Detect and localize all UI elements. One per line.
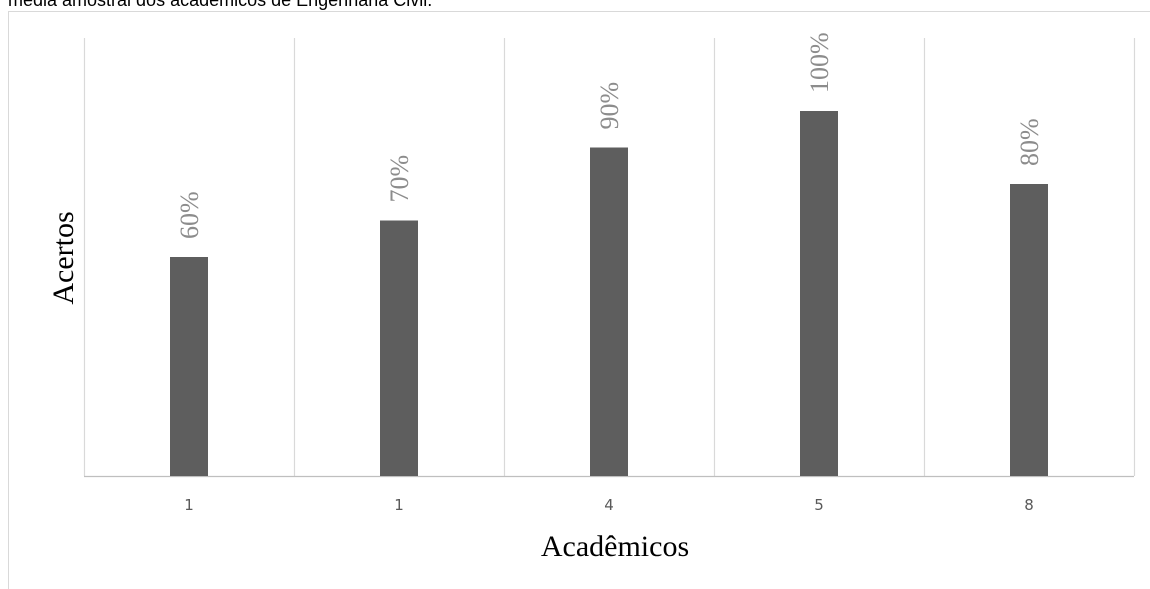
x-tick-label: 1 bbox=[184, 496, 194, 514]
data-label: 80% bbox=[1015, 118, 1044, 166]
x-tick-label: 4 bbox=[604, 496, 614, 514]
bar bbox=[380, 220, 418, 476]
x-tick-label: 5 bbox=[814, 496, 824, 514]
data-label: 60% bbox=[175, 191, 204, 239]
x-axis-title: Acadêmicos bbox=[541, 530, 689, 563]
x-tick-label: 8 bbox=[1024, 496, 1034, 514]
bar bbox=[1010, 184, 1048, 476]
data-label: 70% bbox=[385, 155, 414, 203]
figure-frame-top bbox=[8, 11, 1150, 12]
data-label: 100% bbox=[805, 32, 834, 93]
data-label: 90% bbox=[595, 82, 624, 130]
y-axis-title: Acertos bbox=[47, 211, 80, 304]
bar bbox=[590, 147, 628, 476]
figure-frame-left bbox=[8, 11, 9, 589]
bar bbox=[800, 111, 838, 476]
x-tick-label: 1 bbox=[394, 496, 404, 514]
figure-caption: média amostral dos acadêmicos de Engenha… bbox=[8, 0, 433, 10]
bar bbox=[170, 257, 208, 476]
